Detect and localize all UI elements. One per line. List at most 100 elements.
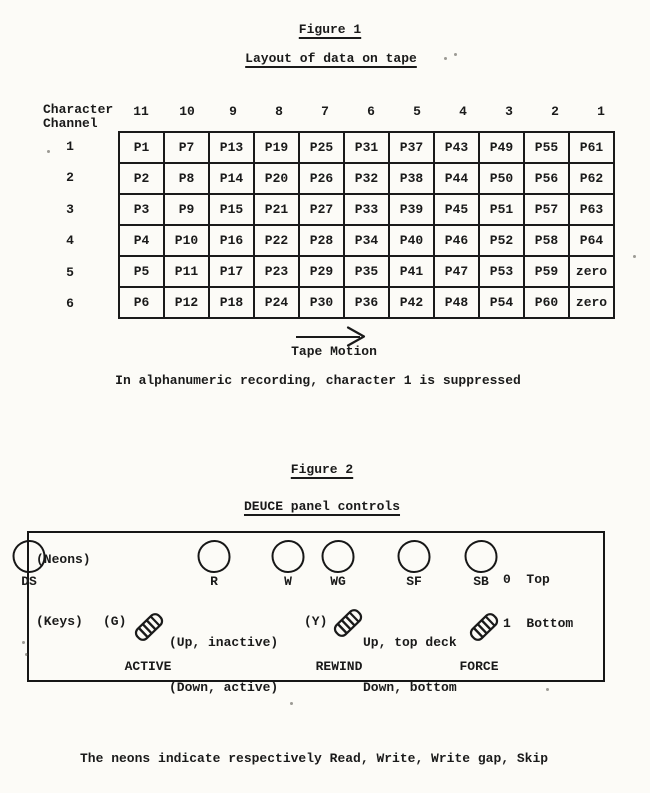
key-switch-icon	[134, 613, 164, 641]
channel-number: 1	[66, 139, 74, 154]
table-cell: P3	[118, 193, 165, 226]
key-state-down: Down, bottom	[363, 680, 457, 695]
neon-unit: DS	[12, 540, 46, 589]
neon-label: SF	[406, 574, 422, 589]
key-state-up: Up, top deck	[363, 635, 457, 650]
key-state-lines: Up, top deck Down, bottom	[363, 605, 457, 725]
neon-lamp-icon	[321, 540, 355, 573]
figure2-subtitle: DEUCE panel controls	[243, 499, 401, 514]
table-corner-line1: Character	[43, 102, 114, 117]
neon-unit: W	[271, 540, 305, 589]
column-header: 9	[229, 104, 237, 119]
table-cell: P14	[208, 162, 255, 195]
tape-layout-table: P1 P7 P13 P19 P25 P31 P37 P43 P49 P55 P6…	[118, 131, 615, 319]
table-cell: P34	[343, 224, 390, 257]
table-cell: P25	[298, 131, 345, 164]
table-cell: zero	[568, 286, 615, 319]
table-cell: P42	[388, 286, 435, 319]
table-cell: P33	[343, 193, 390, 226]
table-cell: P43	[433, 131, 480, 164]
table-row: P4 P10 P16 P22 P28 P34 P40 P46 P52 P58 P…	[118, 224, 615, 257]
neon-lamp-icon	[271, 540, 305, 573]
figure2-title: Figure 2	[290, 462, 354, 477]
ds-legend: 0 Top 1 Bottom	[503, 544, 573, 660]
scan-artifact	[454, 53, 457, 56]
neon-lamp-icon	[397, 540, 431, 573]
key-label-force: FORCE	[459, 659, 499, 674]
key-switch-icon	[333, 609, 363, 637]
scan-artifact	[546, 688, 549, 691]
table-cell: P47	[433, 255, 480, 288]
table-corner-line2: Channel	[43, 116, 98, 131]
table-cell: P11	[163, 255, 210, 288]
table-row: P5 P11 P17 P23 P29 P35 P41 P47 P53 P59 z…	[118, 255, 615, 288]
table-cell: P40	[388, 224, 435, 257]
table-column-headers: 11 10 9 8 7 6 5 4 3 2 1	[118, 104, 624, 119]
channel-number: 5	[66, 264, 74, 280]
table-cell: P57	[523, 193, 570, 226]
neon-lamp-icon	[197, 540, 231, 573]
column-header: 6	[367, 104, 375, 119]
neon-lamp-icon	[12, 540, 46, 573]
table-cell: P63	[568, 193, 615, 226]
table-cell: P1	[118, 131, 165, 164]
table-cell: P21	[253, 193, 300, 226]
channel-number: 6	[66, 295, 74, 311]
table-cell: P9	[163, 193, 210, 226]
table-cell: P12	[163, 286, 210, 319]
channel-number: 4	[66, 233, 74, 249]
ds-legend-bottom: 1 Bottom	[503, 615, 574, 631]
footnote: The neons indicate respectively Read, Wr…	[80, 720, 579, 793]
table-cell: P30	[298, 286, 345, 319]
table-cell: P50	[478, 162, 525, 195]
table-row: P3 P9 P15 P21 P27 P33 P39 P45 P51 P57 P6…	[118, 193, 615, 226]
neon-label: SB	[473, 574, 489, 589]
table-cell: P20	[253, 162, 300, 195]
footnote-line: The neons indicate respectively Read, Wr…	[80, 750, 549, 766]
table-cell: P32	[343, 162, 390, 195]
column-header: 1	[597, 104, 605, 119]
key-state-up: (Up, inactive)	[169, 635, 279, 650]
table-cell: P49	[478, 131, 525, 164]
table-cell: P58	[523, 224, 570, 257]
channel-number: 2	[66, 170, 74, 186]
table-cell: P56	[523, 162, 570, 195]
table-cell: P6	[118, 286, 165, 319]
table-cell: P35	[343, 255, 390, 288]
table-cell: P16	[208, 224, 255, 257]
table-cell: P41	[388, 255, 435, 288]
column-header: 4	[459, 104, 467, 119]
table-cell: P29	[298, 255, 345, 288]
key-designation-y: (Y)	[304, 614, 328, 629]
table-cell: P5	[118, 255, 165, 288]
key-designation-g: (G)	[103, 614, 127, 629]
table-cell: P31	[343, 131, 390, 164]
key-state-lines: (Up, inactive) (Down, active)	[169, 605, 278, 725]
deuce-panel-box: (Neons) R W WG SF SB DS 0 Top 1 Bottom	[12, 531, 605, 695]
table-cell: zero	[568, 255, 615, 288]
tape-motion-arrow-icon	[296, 326, 366, 347]
table-cell: P15	[208, 193, 255, 226]
table-cell: P26	[298, 162, 345, 195]
table-cell: P55	[523, 131, 570, 164]
scan-artifact	[47, 150, 50, 153]
table-cell: P37	[388, 131, 435, 164]
key-state-down: (Down, active)	[169, 680, 279, 695]
scan-artifact	[25, 653, 28, 656]
key-label-active: ACTIVE	[124, 659, 172, 674]
table-cell: P23	[253, 255, 300, 288]
table-cell: P53	[478, 255, 525, 288]
table-cell: P45	[433, 193, 480, 226]
table-cell: P54	[478, 286, 525, 319]
column-header: 10	[179, 104, 195, 119]
column-header: 11	[133, 104, 149, 119]
table-cell: P39	[388, 193, 435, 226]
table-row: P2 P8 P14 P20 P26 P32 P38 P44 P50 P56 P6…	[118, 162, 615, 195]
table-cell: P13	[208, 131, 255, 164]
figure1-note: In alphanumeric recording, character 1 i…	[115, 373, 521, 388]
table-cell: P10	[163, 224, 210, 257]
figure1-subtitle: Layout of data on tape	[245, 51, 417, 66]
column-header: 7	[321, 104, 329, 119]
key-label-rewind: REWIND	[315, 659, 363, 674]
